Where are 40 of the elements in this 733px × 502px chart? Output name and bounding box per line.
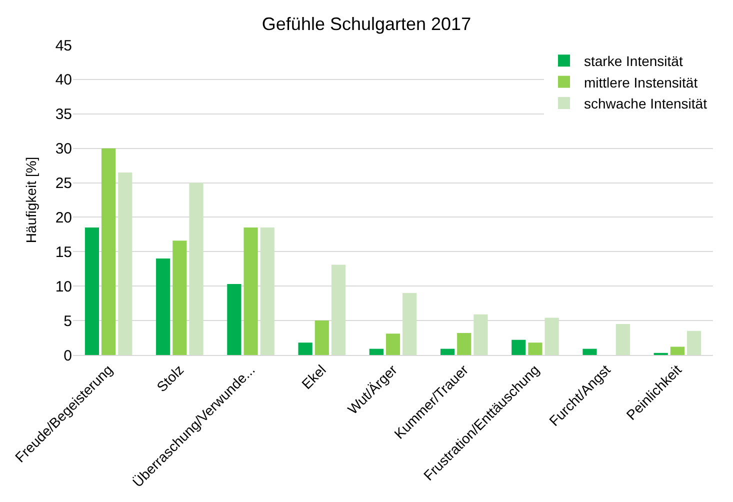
y-tick-label: 30 [55, 140, 72, 158]
bar [457, 332, 472, 355]
bar [616, 324, 630, 355]
y-tick-label: 45 [55, 37, 72, 54]
bar [474, 314, 488, 355]
bar [528, 342, 542, 355]
bar [314, 320, 329, 355]
bar [544, 318, 559, 355]
y-tick-label: 40 [55, 72, 72, 89]
y-tick-label: 5 [64, 312, 72, 330]
bar [244, 228, 258, 355]
bar [582, 348, 597, 355]
bar [172, 240, 187, 355]
bar [118, 172, 132, 355]
bar [686, 330, 702, 355]
chart-title: Gefühle Schulgarten 2017 [262, 14, 472, 34]
y-tick-label: 25 [55, 175, 72, 192]
bar [189, 182, 204, 355]
bar [386, 334, 400, 355]
bar [369, 348, 384, 355]
bar [512, 340, 526, 355]
legend-label: schwache Intensität [584, 95, 708, 112]
bar [102, 148, 116, 355]
bar [156, 258, 170, 355]
legend-label: mittlere Instensität [584, 74, 698, 90]
y-tick-label: 35 [55, 106, 72, 124]
y-tick-label: 20 [55, 209, 72, 226]
y-tick-label: 0 [64, 347, 72, 364]
bar [331, 264, 346, 355]
y-axis-title: Häufigkeit [%] [22, 156, 39, 244]
bar [260, 228, 274, 355]
bar [402, 293, 417, 355]
bar [440, 348, 455, 355]
bar [227, 284, 242, 355]
bar [298, 342, 312, 355]
y-tick-label: 10 [55, 278, 72, 296]
legend-label: starke Intensität [584, 53, 683, 70]
bar [84, 228, 100, 355]
bar [670, 346, 684, 355]
y-tick-label: 15 [55, 244, 72, 261]
